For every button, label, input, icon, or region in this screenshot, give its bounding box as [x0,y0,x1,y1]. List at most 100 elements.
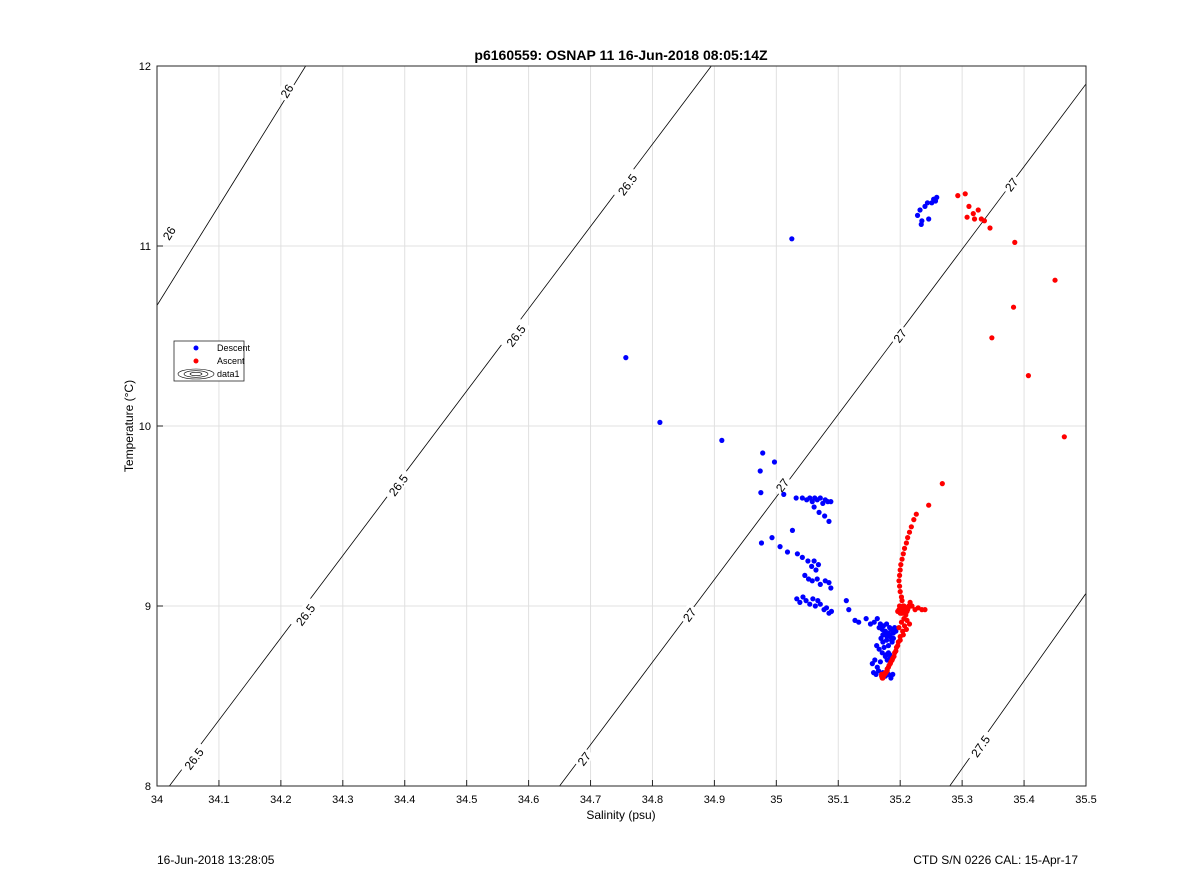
descent-point [757,468,763,474]
x-axis-label: Salinity (psu) [586,808,655,822]
legend-descent-label: Descent [217,343,251,353]
ascent-point [896,625,902,631]
ascent-point [895,639,901,645]
y-tick-label: 8 [145,781,151,793]
ascent-point [901,545,908,552]
isopycnal-label: 27 [770,473,793,497]
ascent-point [913,511,919,517]
isopycnal-label-bg [964,728,995,763]
chart-title: p6160559: OSNAP 11 16-Jun-2018 08:05:14Z [474,47,768,63]
descent-point [623,355,629,361]
descent-point [817,601,823,607]
y-axis-label: Temperature (°C) [122,380,136,472]
descent-point [809,563,815,570]
ascent-point [1012,239,1018,245]
ascent-point [962,191,968,197]
x-tick-label: 35 [770,794,782,806]
series-ascent [879,191,1067,681]
y-tick-label: 12 [139,61,151,73]
data-points [623,191,1067,681]
ascent-point [909,603,915,609]
descent-point [918,221,924,227]
descent-point [877,659,883,665]
ascent-point [1010,304,1017,310]
descent-point [810,596,816,602]
descent-point [856,619,862,625]
ascent-point [926,502,932,508]
descent-point [871,619,877,625]
x-tick-label: 34.4 [394,794,415,806]
ascent-point [971,216,978,222]
ascent-point [899,556,905,562]
footer-timestamp: 16-Jun-2018 13:28:05 [157,853,275,867]
isopycnal-label-bg [572,747,595,770]
x-tick-label: 34.3 [332,794,353,806]
descent-point [815,562,822,568]
ascent-point [895,608,901,615]
x-tick-label: 35.4 [1013,794,1034,806]
x-tick-label: 35.5 [1075,794,1096,806]
descent-point [793,495,799,501]
x-tick-label: 34.9 [704,794,725,806]
legend-contour-icon [177,368,215,380]
axis-ticks: 34 34.1 34.2 34.3 34.4 34.5 34.6 34.7 34.8 34.9 35… [139,61,1097,806]
isopycnal-label: 27 [888,324,911,347]
descent-point [917,207,923,213]
descent-point [758,490,764,496]
ascent-point [896,583,903,589]
isopycnal-label-bg [500,318,531,353]
ascent-point [897,634,903,640]
descent-point [811,558,817,564]
isopycnal-label: 27 [999,172,1022,196]
descent-point [794,596,800,602]
footer-serial-cal: CTD S/N 0226 CAL: 15-Apr-17 [913,853,1078,867]
descent-point [934,194,940,200]
descent-point [890,671,896,678]
descent-point [805,558,811,564]
legend-data1-label: data1 [217,369,240,379]
descent-point [803,598,809,604]
y-tick-label: 11 [140,241,151,253]
x-tick-label: 35.2 [889,794,910,806]
descent-point [816,509,822,515]
isopycnal-label: 26 [275,79,297,103]
descent-point [809,578,815,584]
descent-point [885,643,892,649]
descent-point [924,200,931,206]
x-tick-label: 34.5 [456,794,477,806]
descent-point [758,540,765,546]
descent-point [874,616,880,622]
isopycnal-label-bg [677,603,700,626]
descent-point [914,212,921,218]
isopycnal-label: 27.5 [964,728,995,763]
descent-point [799,495,805,501]
isopycnal-label: 26 [157,221,180,245]
descent-point [789,527,796,534]
ascent-point [1061,434,1067,440]
isopycnal-label-bg [275,79,297,103]
ascent-point [970,211,976,217]
ascent-point [987,225,993,231]
ascent-point [901,623,908,629]
isopycnal-label-bg [888,324,911,347]
descent-point [879,650,885,656]
descent-point [893,628,899,634]
ascent-point [900,628,906,634]
descent-point [817,581,823,588]
isopycnal-label: 27 [677,603,700,626]
legend-box [173,340,245,382]
isopycnal-label-bg [999,172,1022,196]
ascent-point [1052,277,1058,283]
ascent-point [896,572,903,579]
ascent-point [898,562,904,568]
ascent-point [898,619,905,625]
legend-descent-marker [193,345,199,351]
descent-point [789,236,795,242]
descent-point [657,419,663,425]
descent-point [826,580,832,586]
descent-point [781,491,787,497]
isopycnal-label: 27 [572,747,595,770]
ascent-point [908,524,914,530]
descent-point [846,607,852,613]
x-tick-label: 34.1 [208,794,229,806]
